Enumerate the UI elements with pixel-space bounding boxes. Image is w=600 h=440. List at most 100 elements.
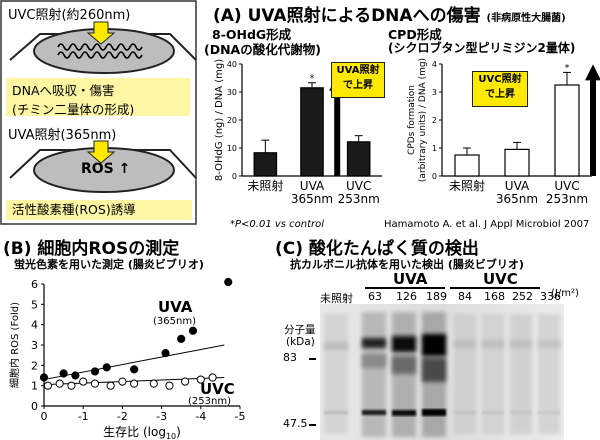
uva-data-point bbox=[102, 363, 111, 372]
mw-unit: (kDa) bbox=[286, 336, 315, 348]
uva-data-point bbox=[59, 369, 68, 378]
cpd-category-label: UVA 365nm bbox=[496, 179, 538, 206]
oxidized-dna-category-label: 未照射 bbox=[247, 178, 283, 193]
uvc-data-point bbox=[130, 379, 139, 388]
oxidized-dna-ytick-label: 10 bbox=[227, 144, 237, 153]
panel-a-title: (A) UVA照射によるDNAへの傷害 (非病原性大腸菌) bbox=[213, 1, 566, 26]
right-callout-line1: UVC照射 bbox=[478, 74, 522, 85]
cpd-ytick-label: 1 bbox=[432, 144, 437, 153]
ros-xlabel-close: ) bbox=[176, 425, 181, 439]
uva-data-point bbox=[161, 349, 170, 358]
cpd-ylabel-line1: CPDs formation bbox=[407, 85, 417, 155]
ros-ytick-label: 0 bbox=[31, 400, 38, 413]
oxidized-dna-bar bbox=[300, 87, 324, 177]
oxidized-dna-bar-chart: 0 10 20 30 408-OHdG (ng) / DNA (mg) 未照射 * UVA 36… bbox=[214, 59, 382, 206]
cpd-increase-arrow-head bbox=[585, 64, 600, 81]
uvc-lane-header: UVC bbox=[483, 270, 518, 288]
ros-ytick-label: 5 bbox=[31, 298, 38, 311]
left-chart-title: 8-OHdG形成 bbox=[212, 27, 292, 42]
dna-damage-box: DNAへ吸収・傷害 (チミン二量体の形成) bbox=[6, 78, 190, 117]
ros-ytick-label: 1 bbox=[31, 380, 38, 393]
uvc-data-point bbox=[67, 381, 76, 390]
lane-label: 未照射 bbox=[320, 292, 353, 305]
left-callout-line1: UVA照射 bbox=[336, 65, 380, 76]
uva-data-point bbox=[39, 373, 49, 382]
oxidized-dna-bar bbox=[346, 141, 371, 177]
uvc-data-point bbox=[43, 381, 53, 390]
oxidized-dna-category-label-part: UVC bbox=[346, 179, 371, 193]
right-callout: UVC照射 で上昇 bbox=[472, 71, 528, 107]
oxidized-dna-ytick-label: 20 bbox=[227, 116, 237, 125]
uvc-data-point bbox=[208, 373, 217, 382]
cpd-category-label-part: UVC bbox=[554, 179, 579, 193]
ros-ylabel: 細胞内 ROS (Fold) bbox=[8, 302, 21, 388]
mechanism-scheme: UVC照射(約260nm) DNAへ吸収・傷害 (チミン二量体の形成) UVA照… bbox=[0, 0, 197, 225]
cpd-category-label-part: 未照射 bbox=[449, 178, 485, 193]
cpd-category-label-part: 365nm bbox=[496, 192, 538, 206]
lane-label: 189 bbox=[426, 290, 447, 303]
cpd-bar bbox=[454, 154, 480, 177]
marker-83: 83 bbox=[283, 351, 297, 364]
marker-47.5-tick bbox=[309, 424, 316, 426]
ros-xtick-label: -3 bbox=[156, 410, 167, 423]
marker-47.5: 47.5 bbox=[283, 417, 308, 430]
uvc-series-label: UVC bbox=[200, 380, 235, 398]
uva-data-point bbox=[224, 277, 233, 287]
panel-c-title: (C) 酸化たんぱく質の検出 bbox=[275, 239, 479, 259]
right-callout-line2: で上昇 bbox=[485, 89, 515, 100]
lane-labels: 未照射 63 126 189 84 168 252 336 bbox=[0, 290, 600, 305]
uvc-data-point bbox=[90, 379, 100, 388]
marker-83-tick bbox=[309, 358, 316, 360]
uvc-data-point bbox=[118, 377, 127, 386]
left-callout-line2: で上昇 bbox=[343, 80, 373, 91]
oxidized-dna-significance-mark: * bbox=[310, 74, 315, 84]
oxidized-dna-category-label: UVC 253nm bbox=[338, 179, 380, 206]
uvc-data-point bbox=[181, 377, 190, 386]
oxidized-dna-ytick-label: 0 bbox=[232, 172, 237, 181]
ros-ytick-label: 6 bbox=[31, 278, 38, 291]
cpd-ytick-label: 2 bbox=[432, 116, 437, 125]
cpd-ylabel: CPDs formation(arbitrary units) / DNA (m… bbox=[407, 58, 428, 182]
cpd-ylabel-line2: (arbitrary units) / DNA (mg) bbox=[418, 58, 428, 182]
oxidized-dna-category-label-part: 365nm bbox=[291, 192, 333, 206]
uvc-series-sublabel: (253nm) bbox=[188, 396, 231, 407]
uva-label: UVA照射(365nm) bbox=[8, 128, 117, 143]
western-blot bbox=[320, 304, 564, 440]
cpd-increase-arrow-shaft bbox=[590, 78, 596, 176]
right-chart-subtitle: (シクロブタン型ピリミジン2量体) bbox=[388, 41, 576, 55]
left-chart-subtitle: (DNAの酸化代謝物) bbox=[204, 42, 321, 57]
uva-data-point bbox=[177, 334, 186, 344]
ros-induction-box: 活性酸素種(ROS)誘導 bbox=[6, 200, 192, 220]
ros-xlabel-base: 生存比 (log bbox=[103, 425, 166, 439]
cpd-bar bbox=[554, 84, 580, 177]
uva-series-sublabel: (365nm) bbox=[153, 316, 196, 327]
uvc-data-point bbox=[149, 379, 158, 388]
uva-data-point bbox=[90, 367, 100, 376]
cpd-bar-chart: 0 1 2 3 4 CPDs formation(arbitrary units) / D… bbox=[407, 58, 600, 206]
oxidized-dna-category-label-part: UVA bbox=[300, 179, 325, 193]
oxidized-dna-increase-arrow-shaft bbox=[334, 88, 341, 176]
cpd-bar bbox=[504, 148, 530, 177]
dna-damage-text: DNAへ吸収・傷害 bbox=[12, 83, 115, 98]
dna-damage-text2: (チミン二量体の形成) bbox=[12, 102, 135, 117]
panel-a-title-note: (非病原性大腸菌) bbox=[486, 13, 566, 24]
cpd-ytick-label: 0 bbox=[432, 172, 437, 181]
panel-c-subtitle: 抗カルボニル抗体を用いた検出 (腸炎ビブリオ) bbox=[290, 258, 524, 271]
uva-data-point bbox=[188, 326, 198, 335]
cpd-category-label-part: 253nm bbox=[546, 192, 588, 206]
cpd-category-label: UVC 253nm bbox=[546, 179, 588, 206]
ros-xtick-label: 0 bbox=[41, 410, 48, 423]
uvc-data-point bbox=[165, 381, 174, 390]
cpd-category-label: 未照射 bbox=[449, 178, 485, 193]
ros-scatter-chart: 0 1 2 3 4 5 6 0 -1 -2 -3 -4 -5 細胞内 ROS (Fold) 生存比 (log… bbox=[8, 277, 245, 440]
uvc-data-point bbox=[79, 377, 88, 386]
uva-lane-header: UVA bbox=[393, 270, 428, 288]
uva-data-point bbox=[71, 371, 80, 380]
uva-fit-line bbox=[43, 344, 225, 381]
cpd-significance-mark: * bbox=[565, 63, 570, 73]
ros-xlabel-subscript: 10 bbox=[166, 432, 176, 440]
uvc-data-point bbox=[196, 375, 205, 384]
ros-ytick-label: 3 bbox=[31, 339, 38, 352]
ros-ytick-label: 2 bbox=[31, 359, 38, 372]
